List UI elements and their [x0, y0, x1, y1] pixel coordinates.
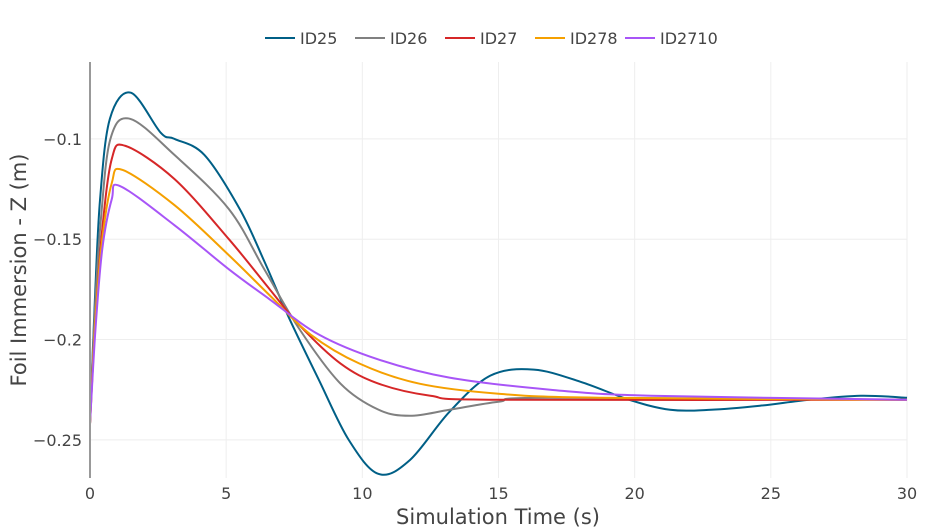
series-line-id2710	[89, 183, 908, 424]
x-tick-label: 30	[897, 484, 917, 503]
x-tick-label: 10	[352, 484, 372, 503]
series-line-id27	[89, 143, 908, 424]
series-line-id278	[89, 167, 908, 424]
legend-item-id26[interactable]: ID26	[355, 29, 427, 48]
legend-label: ID278	[570, 29, 618, 48]
y-tick-label: −0.2	[43, 331, 82, 350]
x-tick-label: 5	[221, 484, 231, 503]
y-tick-label: −0.15	[33, 230, 82, 249]
axes: 0 5 10 15 20 25 30 −0.1 −0.15 −0.2 −0.25	[33, 62, 917, 503]
x-tick-label: 20	[624, 484, 644, 503]
series-lines	[89, 91, 908, 476]
series-line-id25	[89, 91, 908, 476]
y-tick-label: −0.1	[43, 130, 82, 149]
y-tick-label: −0.25	[33, 431, 82, 450]
legend-item-id27[interactable]: ID27	[445, 29, 517, 48]
legend-label: ID26	[390, 29, 427, 48]
x-tick-label: 15	[488, 484, 508, 503]
x-axis-label: Simulation Time (s)	[396, 505, 600, 528]
legend-label: ID27	[480, 29, 517, 48]
legend-item-id278[interactable]: ID278	[535, 29, 618, 48]
grid	[90, 62, 908, 478]
y-axis-label: Foil Immersion - Z (m)	[7, 154, 31, 387]
legend-item-id2710[interactable]: ID2710	[625, 29, 718, 48]
legend[interactable]: ID25 ID26 ID27 ID278 ID2710	[265, 29, 718, 48]
x-tick-label: 0	[85, 484, 95, 503]
legend-label: ID25	[300, 29, 337, 48]
legend-label: ID2710	[660, 29, 718, 48]
legend-item-id25[interactable]: ID25	[265, 29, 337, 48]
x-tick-label: 25	[761, 484, 781, 503]
